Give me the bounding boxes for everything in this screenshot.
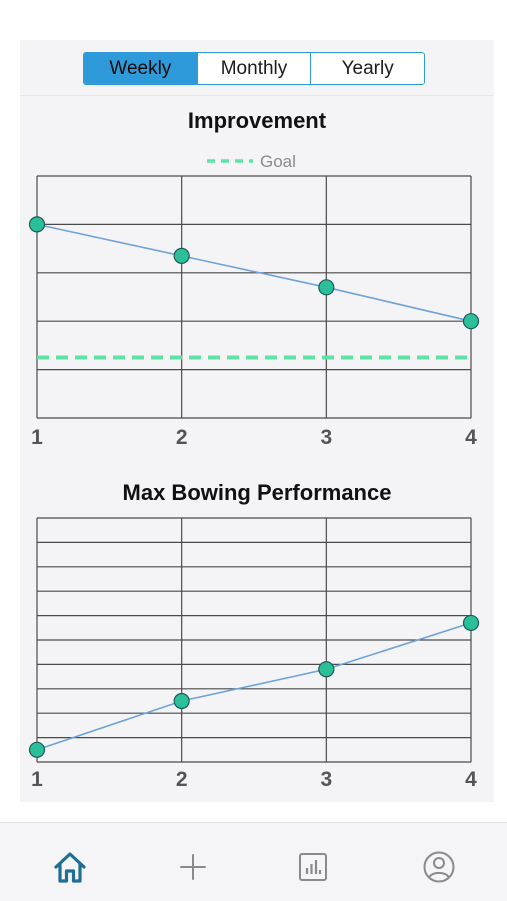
content-panel <box>20 40 494 802</box>
data-point[interactable] <box>173 692 190 710</box>
data-point[interactable] <box>318 661 335 678</box>
data-point[interactable] <box>462 614 480 632</box>
x-tick-label: 4 <box>465 426 477 449</box>
improvement-chart: Goal 1 2 3 4 <box>28 152 480 449</box>
profile-icon <box>423 851 455 883</box>
stats-icon <box>299 853 327 881</box>
data-point[interactable] <box>28 741 46 758</box>
x-tick-label: 3 <box>320 426 332 449</box>
x-tick-label: 2 <box>176 426 188 449</box>
segment-yearly[interactable]: Yearly <box>310 53 424 84</box>
data-point[interactable] <box>318 279 335 296</box>
bottom-tab-bar <box>0 822 507 901</box>
bowing-chart-title: Max Bowing Performance <box>122 480 392 505</box>
segment-weekly[interactable]: Weekly <box>84 53 197 84</box>
home-icon <box>54 852 86 883</box>
data-point[interactable] <box>28 216 46 233</box>
legend-goal-label: Goal <box>260 152 296 171</box>
period-segmented-control[interactable]: Weekly Monthly Yearly <box>83 52 425 85</box>
series-line <box>36 223 472 322</box>
x-tick-label: 3 <box>320 768 332 791</box>
tab-stats[interactable] <box>293 847 333 887</box>
divider <box>20 95 494 96</box>
plus-icon <box>180 854 206 880</box>
x-tick-label: 1 <box>31 426 43 449</box>
series-line <box>36 622 472 751</box>
tab-profile[interactable] <box>419 847 459 887</box>
improvement-chart-title: Improvement <box>187 108 327 133</box>
data-point[interactable] <box>462 313 480 330</box>
x-tick-label: 2 <box>176 768 188 791</box>
x-tick-label: 4 <box>465 768 477 791</box>
segment-monthly[interactable]: Monthly <box>196 53 311 84</box>
tab-add[interactable] <box>173 847 213 887</box>
data-point[interactable] <box>173 247 190 264</box>
x-tick-label: 1 <box>31 768 43 791</box>
bowing-performance-chart: 1 2 3 4 <box>28 517 480 791</box>
tab-home[interactable] <box>50 847 90 887</box>
